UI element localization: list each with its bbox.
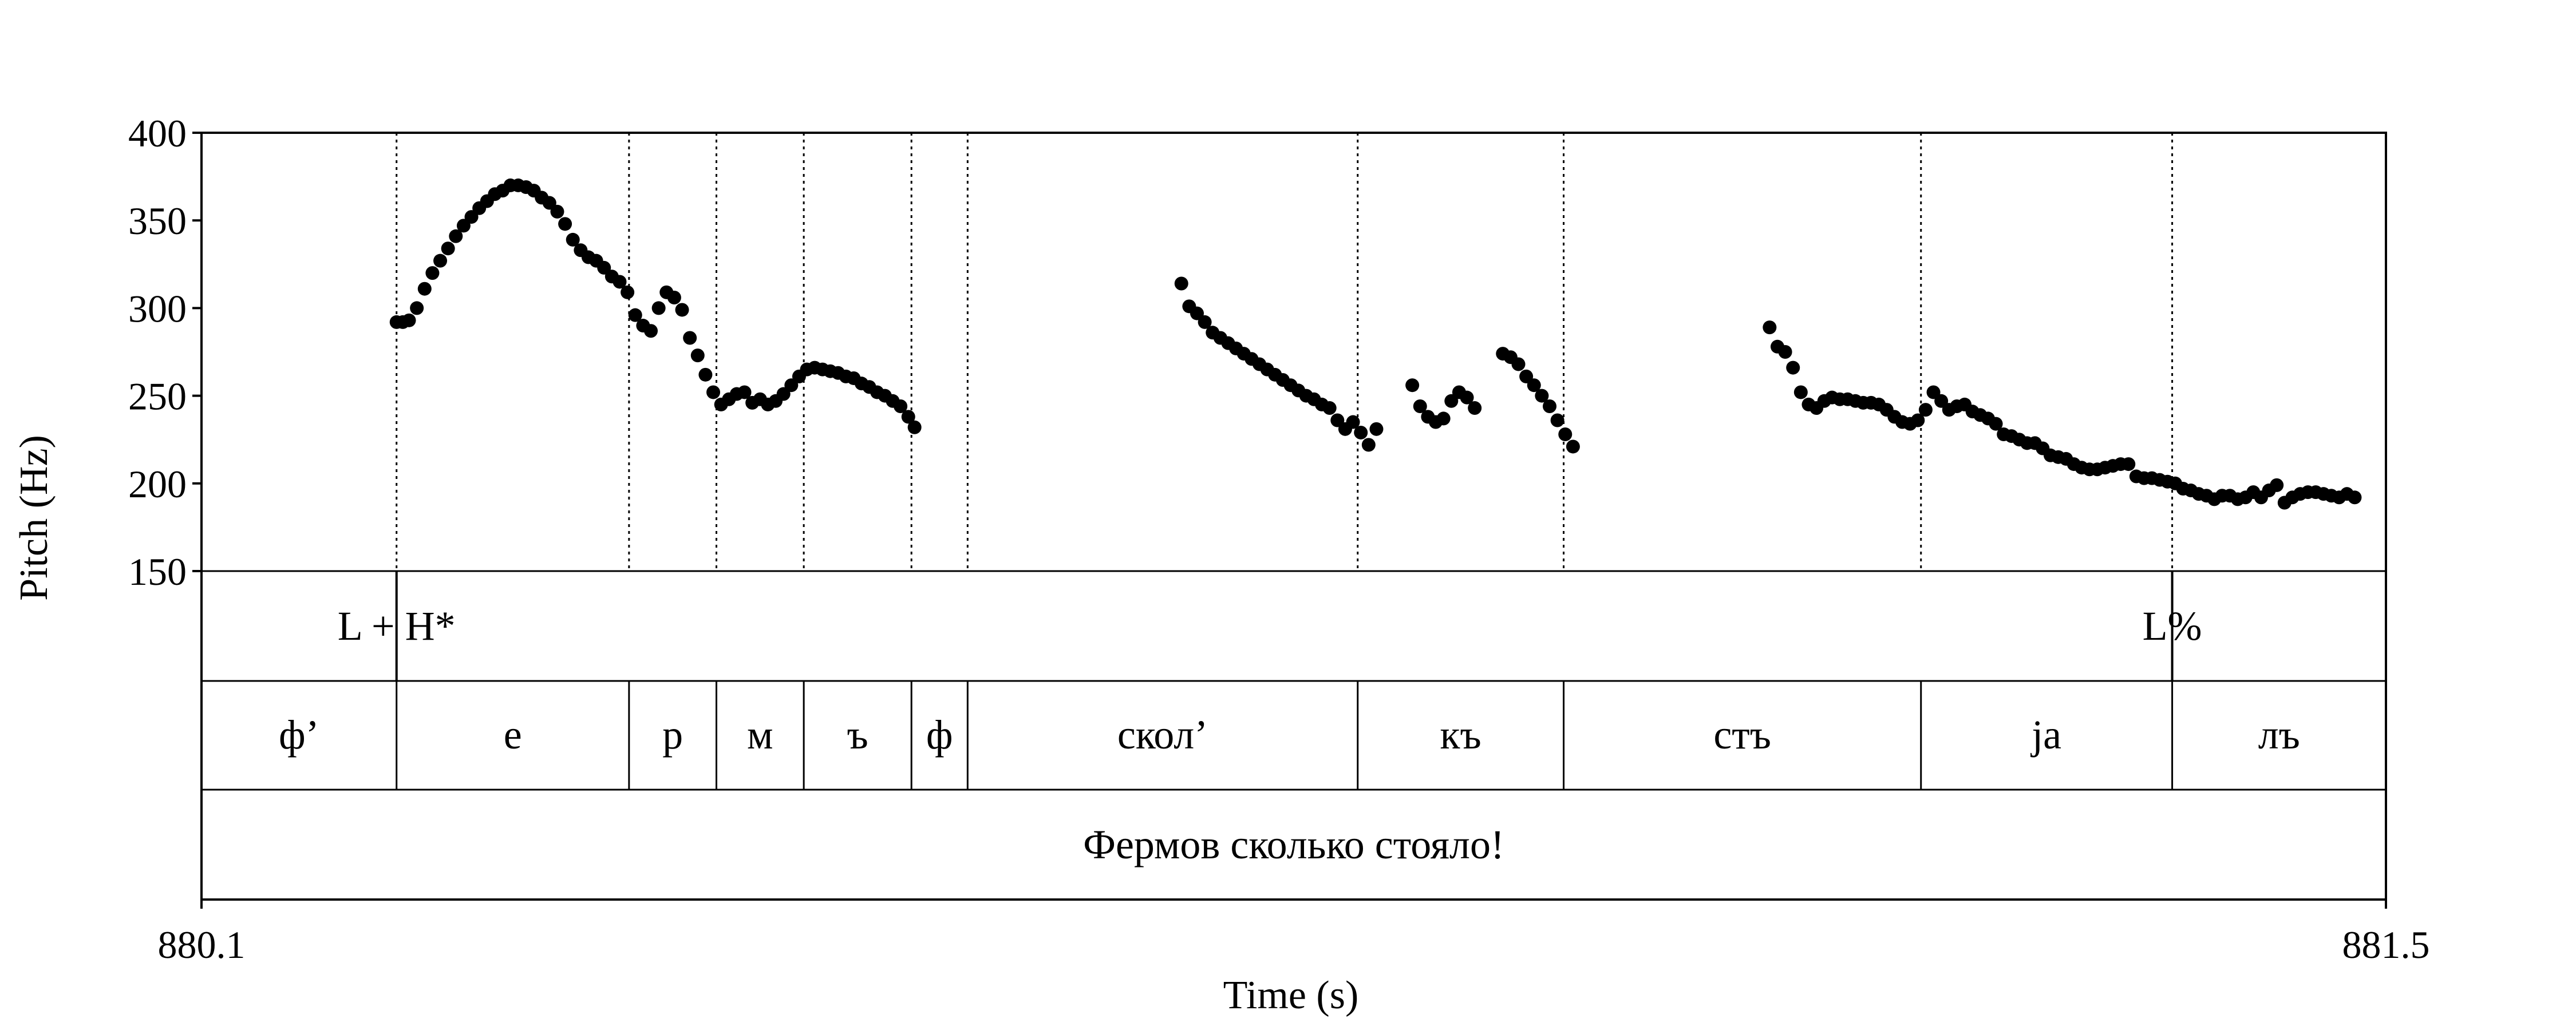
pitch-point-21 [542, 196, 556, 210]
pitch-point-9 [449, 229, 463, 243]
pitch-point-189 [2348, 490, 2362, 505]
pitch-point-28 [597, 260, 611, 275]
pitch-point-106 [1511, 357, 1526, 371]
pitch-point-24 [566, 232, 580, 247]
pitch-point-69 [1174, 276, 1188, 291]
pitch-point-114 [1763, 320, 1777, 335]
pitch-point-108 [1527, 378, 1541, 393]
x-axis-label: Time (s) [1223, 973, 1359, 1017]
y-tick-label-2: 350 [128, 199, 187, 243]
tone-label-1: L + H* [338, 603, 456, 649]
y-axis-label: Pitch (Hz) [12, 435, 56, 601]
segment-label-6: ф [926, 712, 953, 758]
pitch-point-113 [1566, 439, 1580, 454]
pitch-point-6 [425, 266, 440, 280]
pitch-point-95 [1405, 378, 1420, 393]
pitch-point-88 [1322, 401, 1337, 415]
segment-label-4: м [747, 712, 773, 758]
pitch-point-143 [1989, 417, 2003, 431]
x-tick-label-2: 881.5 [2342, 923, 2430, 966]
pitch-point-103 [1468, 401, 1482, 415]
pitch-point-31 [621, 285, 635, 299]
pitch-point-38 [675, 303, 689, 317]
pitch-point-68 [907, 420, 922, 434]
pitch-point-35 [651, 301, 666, 315]
pitch-point-32 [628, 308, 642, 322]
segment-label-7: скол’ [1117, 712, 1208, 758]
pitch-point-116 [1778, 345, 1792, 359]
tone-label-2: L% [2143, 603, 2202, 649]
pitch-point-71 [1190, 306, 1204, 320]
segment-label-3: р [662, 712, 683, 758]
pitch-point-7 [433, 253, 448, 268]
pitch-point-112 [1558, 427, 1573, 442]
pitch-point-117 [1786, 360, 1800, 375]
pitch-point-67 [901, 410, 915, 424]
pitch-point-10 [456, 219, 471, 233]
pitch-point-66 [894, 399, 908, 413]
y-tick-label-3: 300 [128, 287, 187, 330]
pitch-point-91 [1346, 415, 1360, 429]
pitch-point-89 [1330, 413, 1345, 427]
pitch-point-93 [1361, 438, 1376, 452]
pitch-point-11 [464, 210, 479, 224]
pitch-point-118 [1793, 385, 1808, 399]
pitch-point-23 [558, 217, 572, 231]
pitch-point-72 [1198, 315, 1212, 329]
pitch-point-42 [706, 385, 721, 399]
segment-label-11: лъ [2258, 712, 2300, 758]
segment-label-5: ъ [847, 712, 868, 758]
pitch-point-52 [784, 378, 799, 393]
sentence-tier: Фермов сколько стояло! [1083, 822, 1504, 867]
pitch-point-109 [1535, 389, 1549, 403]
segment-label-9: стъ [1713, 712, 1771, 758]
pitch-point-107 [1519, 369, 1534, 383]
pitch-point-99 [1436, 411, 1451, 426]
pitch-point-92 [1354, 425, 1368, 439]
pitch-point-3 [402, 313, 416, 327]
segment-label-8: къ [1440, 712, 1481, 758]
pitch-point-34 [644, 324, 658, 338]
pitch-point-111 [1550, 413, 1564, 427]
pitch-point-8 [441, 241, 455, 256]
segment-label-2: е [504, 712, 522, 758]
segment-tier: ф’ е р м ъ ф скол’ къ стъ jа лъ [279, 681, 2300, 790]
pitch-point-39 [683, 331, 697, 345]
pitch-point-135 [1926, 385, 1941, 399]
pitch-point-179 [2270, 478, 2284, 492]
pitch-point-46 [737, 385, 752, 399]
pitch-point-37 [667, 291, 681, 305]
x-tick-label-1: 880.1 [158, 923, 246, 966]
pitch-point-100 [1444, 394, 1459, 408]
pitch-point-4 [410, 301, 424, 315]
x-axis: 880.1 881.5 [158, 900, 2430, 966]
pitch-point-22 [550, 204, 564, 219]
pitch-point-40 [690, 348, 705, 363]
outer-frame [200, 132, 2387, 901]
pitch-point-134 [1918, 403, 1933, 417]
segment-label-10: jа [2030, 712, 2061, 758]
y-tick-label-1: 400 [128, 112, 187, 155]
pitch-point-30 [613, 275, 627, 289]
pitch-point-96 [1413, 399, 1427, 413]
pitch-point-136 [1934, 394, 1949, 408]
y-tick-label-5: 200 [128, 462, 187, 506]
chart-frame [200, 132, 2387, 901]
boundary-lines [396, 133, 2174, 571]
tone-tier: L + H* L% [338, 571, 2202, 681]
y-tick-label-4: 250 [128, 375, 187, 418]
sentence-label: Фермов сколько стояло! [1083, 822, 1504, 867]
pitch-point-41 [698, 367, 713, 382]
segment-label-1: ф’ [279, 712, 319, 758]
pitch-point-102 [1460, 390, 1474, 405]
y-axis: 400 350 300 250 200 150 [128, 112, 202, 593]
pitch-point-160 [2121, 457, 2136, 472]
pitch-point-5 [417, 282, 432, 296]
pitch-point-110 [1543, 399, 1557, 413]
pitch-points [389, 178, 2362, 510]
pitch-point-51 [776, 387, 791, 401]
pitch-point-94 [1369, 422, 1384, 436]
y-tick-label-6: 150 [128, 550, 187, 593]
